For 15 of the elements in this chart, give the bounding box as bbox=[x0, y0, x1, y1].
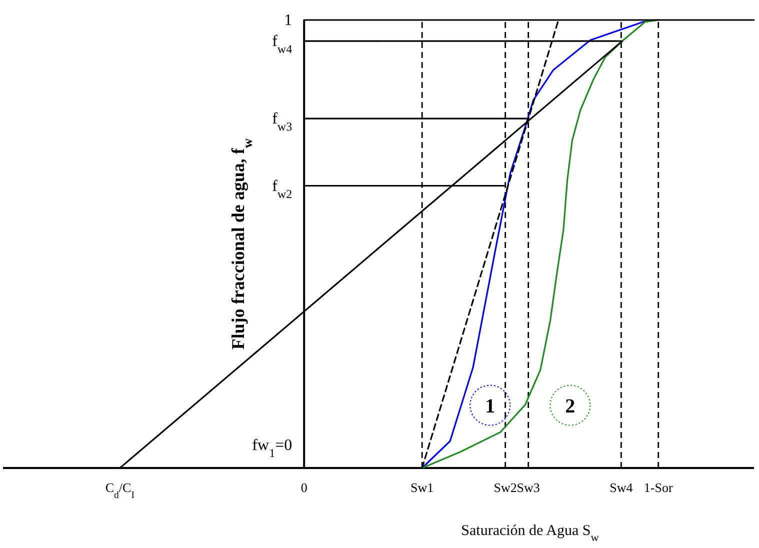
annotation: 1 bbox=[284, 12, 292, 29]
x-tick-label: Sw1 bbox=[410, 480, 434, 495]
x-tick-label: 1-Sor bbox=[644, 480, 674, 495]
x-tick-label: C$_{d}$/C$_{I}$ bbox=[105, 480, 134, 500]
annotation: f$_{w3}$ bbox=[272, 110, 292, 134]
x-tick-label: 0 bbox=[300, 480, 308, 495]
annotation: f$_{w2}$ bbox=[272, 178, 292, 201]
annotation: 2 bbox=[565, 395, 576, 418]
x-tick-label: Sw3 bbox=[516, 480, 540, 495]
annotation: 1 bbox=[485, 395, 496, 418]
x-axis-title: Saturación de Agua S$_{w}$ bbox=[461, 523, 600, 544]
annotation: fw$_{1}$=0 bbox=[252, 437, 292, 460]
annotation: f$_{w4}$ bbox=[272, 33, 292, 56]
x-tick-label: Sw4 bbox=[610, 480, 634, 495]
x-tick-label: Sw2 bbox=[494, 480, 517, 495]
